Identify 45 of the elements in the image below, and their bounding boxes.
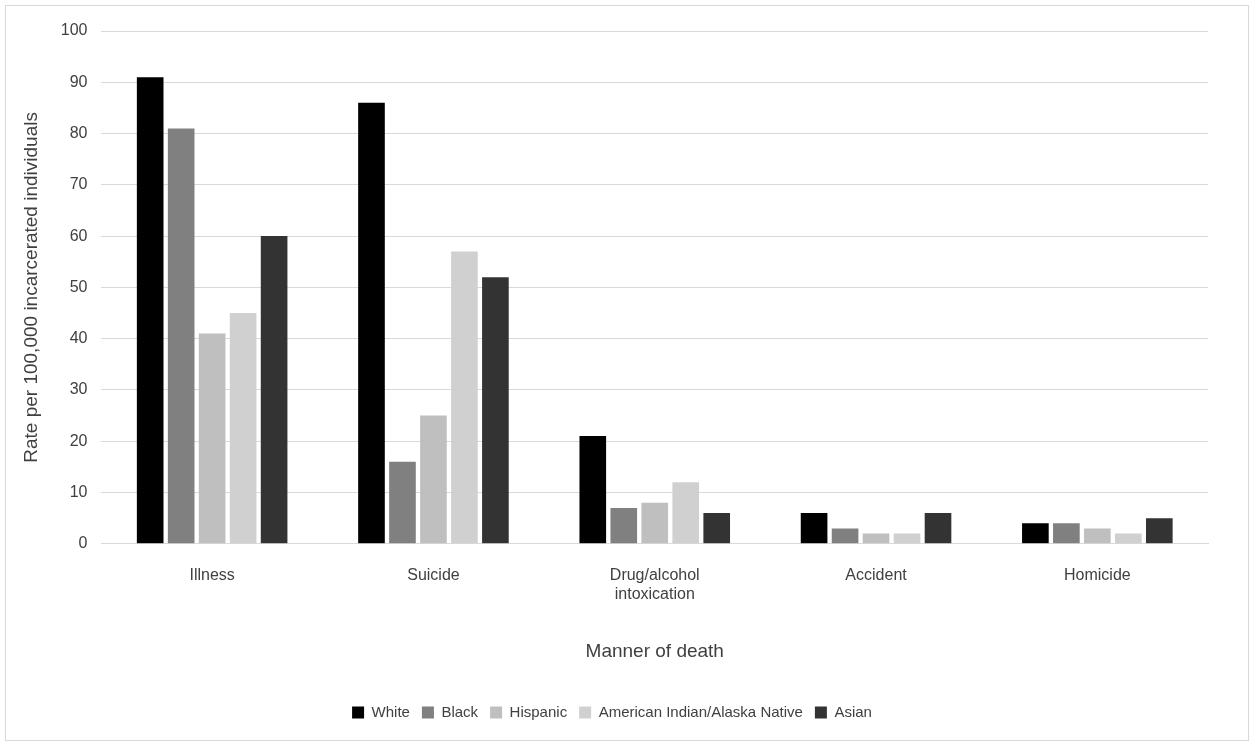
bar [1115, 533, 1142, 544]
legend-label: Asian [834, 702, 872, 720]
bar [1145, 518, 1173, 544]
bar [198, 333, 226, 544]
bar [260, 236, 288, 544]
bar [1022, 523, 1049, 544]
y-tick-label: 60 [69, 226, 88, 244]
bar [641, 502, 669, 544]
y-tick-label: 90 [69, 72, 88, 90]
bar [703, 513, 731, 544]
x-axis-title: Manner of death [585, 639, 724, 661]
legend-label: Hispanic [509, 702, 568, 720]
x-tick-label: Drug/alcohol intoxication [609, 565, 700, 603]
bar [610, 507, 638, 544]
x-tick-label: Suicide [407, 565, 460, 583]
legend-label: American Indian/Alaska Native [598, 702, 803, 720]
y-tick-label: 30 [69, 380, 88, 398]
y-tick-label: 10 [69, 482, 88, 500]
bar [358, 102, 385, 544]
y-tick-label: 70 [69, 175, 88, 193]
y-tick-label: 20 [69, 431, 88, 449]
y-tick-label: 80 [69, 123, 88, 141]
bar [482, 277, 509, 544]
bar [136, 77, 164, 544]
bar [389, 461, 416, 544]
y-tick-label: 100 [60, 21, 88, 39]
y-axis-title: Rate per 100,000 incarcerated individuals [19, 112, 41, 463]
legend-label: White [371, 702, 410, 720]
bar [420, 415, 447, 544]
bar [862, 533, 890, 544]
bar [800, 513, 828, 544]
bar [1084, 528, 1111, 544]
y-tick-label: 40 [69, 329, 88, 347]
x-tick-label: Accident [845, 565, 908, 583]
y-tick-label: 50 [69, 277, 88, 295]
bar [579, 436, 607, 544]
x-tick-label: Homicide [1064, 565, 1131, 583]
bar [831, 528, 859, 544]
bar [924, 513, 952, 544]
bar [1053, 523, 1080, 544]
legend-label: Black [441, 702, 479, 720]
y-tick-label: 0 [78, 534, 88, 552]
bar [167, 128, 195, 544]
x-tick-label: Illness [189, 565, 235, 583]
bar [893, 533, 921, 544]
